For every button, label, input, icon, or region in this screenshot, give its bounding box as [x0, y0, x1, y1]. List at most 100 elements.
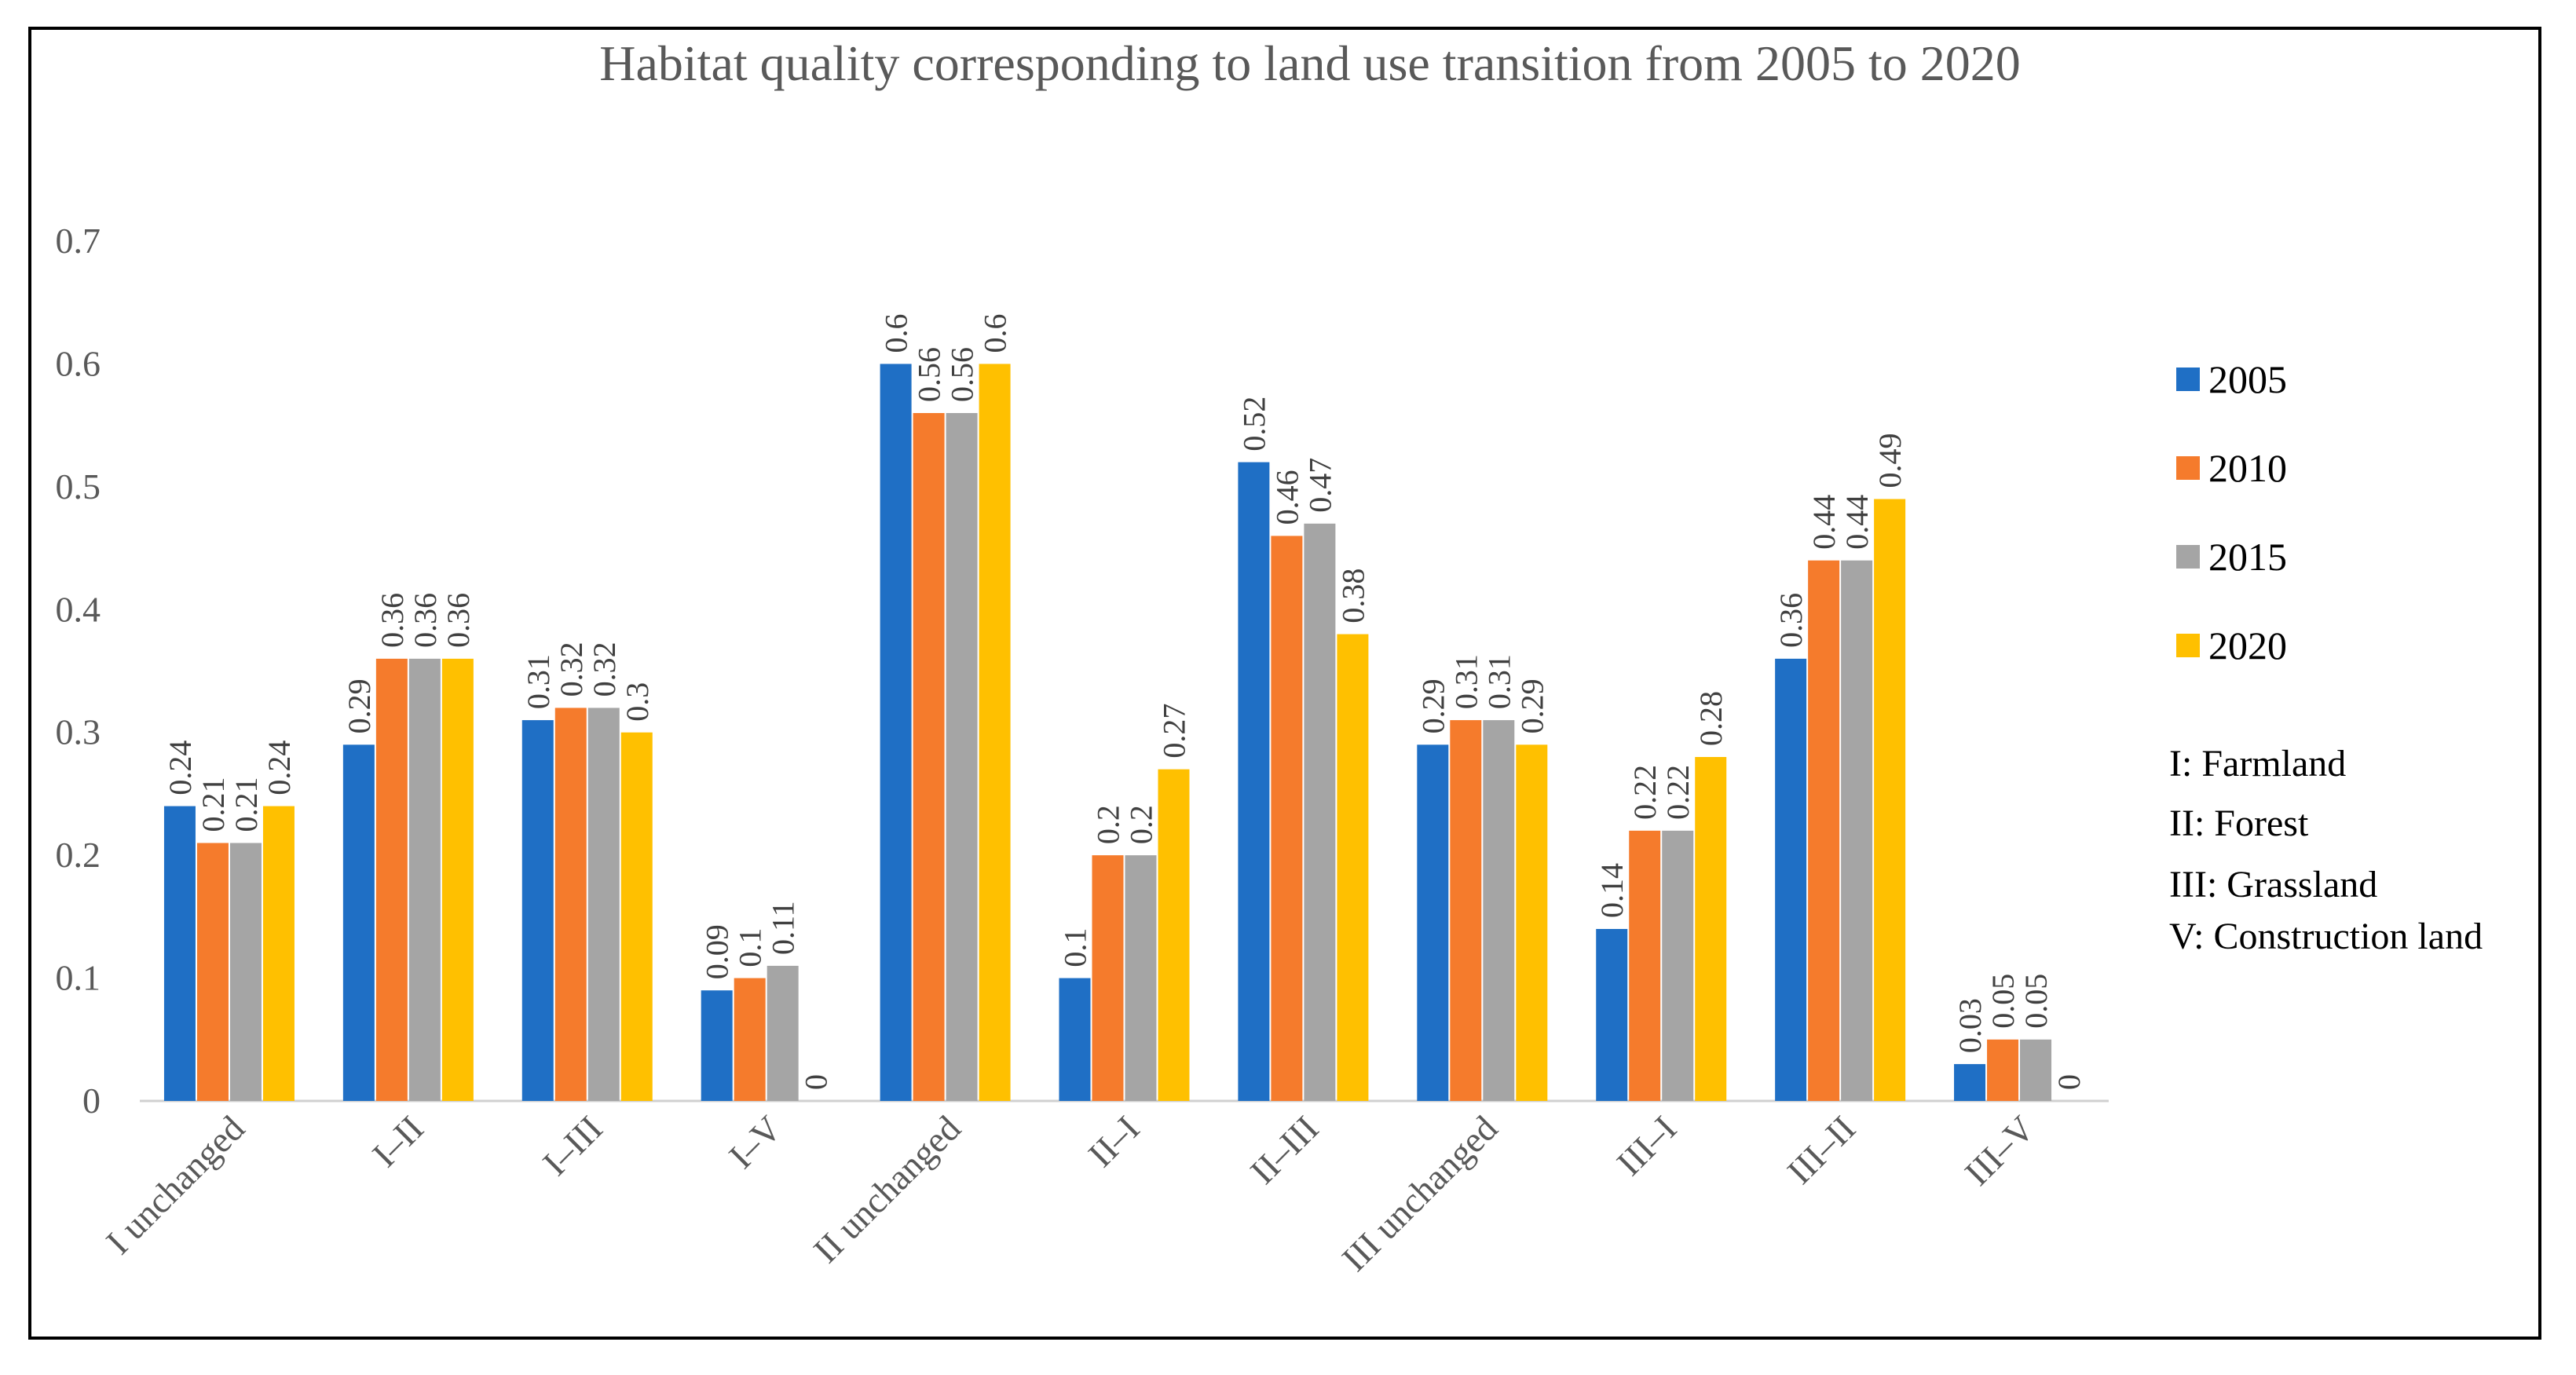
x-tick-label: III–II: [1780, 1108, 1863, 1191]
bar: [262, 806, 295, 1101]
legend-note: III: Grassland: [2169, 864, 2377, 905]
data-label: 0.22: [1660, 765, 1696, 820]
chart-title: Habitat quality corresponding to land us…: [599, 35, 2020, 91]
x-tick-label: III–I: [1609, 1108, 1685, 1183]
legend-label: 2010: [2208, 446, 2287, 490]
bar: [880, 364, 912, 1101]
x-tick-label: I unchanged: [98, 1108, 252, 1262]
bar: [1125, 855, 1157, 1101]
bar: [1092, 855, 1124, 1101]
bar: [767, 965, 799, 1101]
data-label: 0.27: [1157, 704, 1192, 759]
data-label: 0.36: [375, 593, 410, 648]
bar: [1238, 462, 1270, 1101]
bar: [521, 720, 554, 1101]
bar: [1337, 634, 1369, 1101]
data-label: 0.1: [1058, 928, 1093, 967]
data-label: 0.36: [1773, 593, 1809, 648]
data-label: 0.05: [1985, 974, 2021, 1029]
data-label: 0.31: [521, 654, 556, 709]
data-label: 0.47: [1302, 458, 1337, 513]
data-label: 0.2: [1091, 805, 1126, 844]
data-label: 0.38: [1335, 569, 1370, 624]
data-label: 0.29: [1514, 678, 1550, 733]
bar: [554, 708, 587, 1101]
legend: 2005 2010 2015 2020: [2176, 357, 2287, 667]
legend-swatch: [2176, 456, 2200, 480]
legend-swatch: [2176, 368, 2200, 391]
data-label: 0.44: [1839, 495, 1875, 550]
bar: [1059, 978, 1091, 1101]
bar: [587, 708, 620, 1101]
data-label: 0.36: [408, 593, 443, 648]
bar: [1450, 720, 1482, 1101]
bar: [1841, 560, 1873, 1101]
data-label: 0.36: [441, 593, 476, 648]
data-label: 0.21: [229, 777, 264, 832]
x-tick-label: II–I: [1081, 1108, 1147, 1175]
bar: [1874, 499, 1906, 1101]
legend-note: II: Forest: [2169, 803, 2309, 844]
data-label: 0.6: [978, 313, 1013, 353]
bar: [1417, 744, 1449, 1101]
y-tick-label: 0.4: [56, 589, 101, 629]
bar: [734, 978, 766, 1101]
data-label: 0.46: [1269, 470, 1304, 525]
bar: [229, 843, 262, 1101]
bar: [620, 732, 653, 1101]
legend-notes: I: Farmland II: Forest III: Grassland V: Co…: [2169, 743, 2483, 957]
bar: [1808, 560, 1840, 1101]
data-label: 0.56: [912, 347, 947, 402]
bar: [1304, 523, 1336, 1101]
data-label: 0.29: [342, 678, 377, 733]
x-tick-label: I–II: [364, 1108, 431, 1175]
data-label: 0.24: [163, 741, 198, 795]
y-tick-label: 0.1: [56, 958, 101, 998]
x-tick-label: III unchanged: [1334, 1108, 1506, 1279]
legend-swatch: [2176, 634, 2200, 657]
bar: [408, 658, 441, 1101]
bar: [196, 843, 229, 1101]
bar: [1987, 1039, 2019, 1101]
bar: [913, 413, 945, 1101]
bar: [1516, 744, 1548, 1101]
bar: [1662, 830, 1694, 1101]
y-tick-label: 0.3: [56, 712, 101, 752]
x-tick-label: II unchanged: [806, 1108, 968, 1271]
bar: [1596, 929, 1628, 1101]
legend-note: V: Construction land: [2169, 916, 2483, 957]
data-label: 0.14: [1594, 863, 1630, 918]
data-label: 0.24: [262, 741, 297, 795]
x-tick-label: II–III: [1242, 1108, 1326, 1191]
data-label: 0.21: [196, 777, 231, 832]
legend-label: 2005: [2208, 357, 2287, 401]
data-label: 0: [799, 1074, 834, 1090]
legend-label: 2020: [2208, 624, 2287, 667]
y-tick-label: 0.6: [56, 343, 101, 383]
y-tick-label: 0.5: [56, 466, 101, 506]
y-tick-label: 0.2: [56, 835, 101, 875]
data-label: 0.56: [945, 347, 980, 402]
data-label: 0.29: [1415, 678, 1451, 733]
x-tick-label: III–V: [1957, 1108, 2042, 1193]
data-label: 0.11: [766, 901, 801, 955]
data-label: 0.05: [2018, 974, 2054, 1029]
bar: [1271, 536, 1303, 1101]
bar: [979, 364, 1011, 1101]
bars: [163, 364, 2052, 1101]
data-label: 0.31: [1448, 654, 1484, 709]
legend-note: I: Farmland: [2169, 743, 2346, 784]
bar: [163, 806, 196, 1101]
data-label: 0.1: [733, 928, 768, 967]
data-label: 0.6: [879, 313, 914, 353]
bar: [441, 658, 474, 1101]
value-labels: 0.240.210.210.240.290.360.360.360.310.32…: [163, 313, 2087, 1090]
bar: [342, 744, 375, 1101]
x-tick-label: I–III: [535, 1108, 610, 1183]
data-label: 0.3: [620, 682, 655, 722]
data-label: 0.32: [587, 642, 622, 697]
bar: [375, 658, 408, 1101]
bar: [1158, 769, 1190, 1101]
y-tick-label: 0: [82, 1081, 101, 1121]
